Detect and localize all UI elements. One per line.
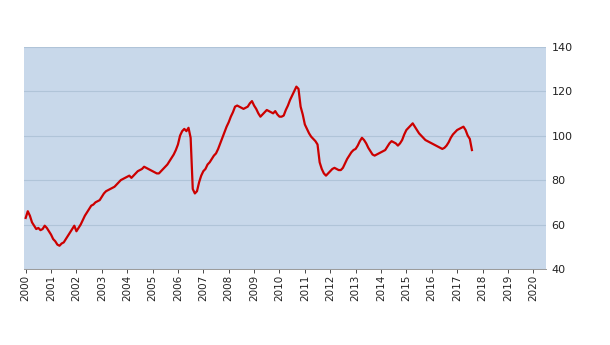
Text: FAO meat price index: FAO meat price index <box>179 13 395 31</box>
